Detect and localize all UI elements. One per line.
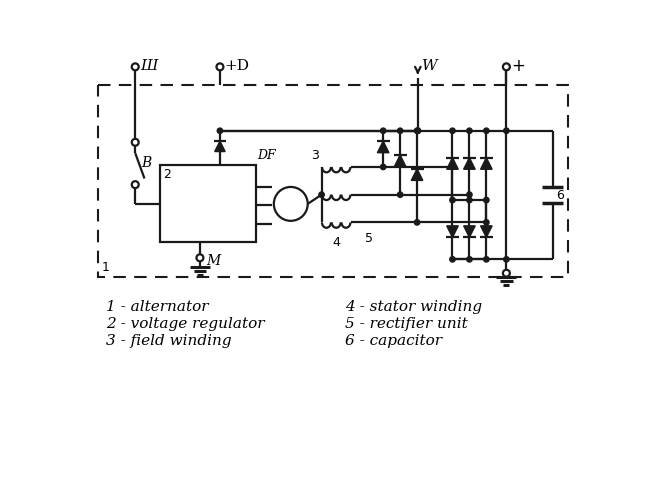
Circle shape [503, 63, 510, 70]
Circle shape [484, 220, 489, 225]
Text: 6: 6 [556, 189, 564, 202]
Text: 1 - alternator: 1 - alternator [106, 300, 209, 314]
Circle shape [467, 257, 472, 262]
Text: +D: +D [224, 59, 250, 73]
Text: 5: 5 [365, 232, 373, 245]
Text: 6 - capacitor: 6 - capacitor [344, 334, 442, 348]
Polygon shape [447, 158, 458, 169]
Text: 4 - stator winding: 4 - stator winding [344, 300, 482, 314]
Text: 3 - field winding: 3 - field winding [106, 334, 231, 348]
Text: M: M [206, 254, 220, 268]
Polygon shape [378, 141, 389, 153]
Circle shape [397, 192, 403, 197]
Circle shape [484, 197, 489, 203]
Polygon shape [463, 158, 475, 169]
Polygon shape [480, 158, 492, 169]
Text: 1: 1 [101, 261, 109, 274]
Circle shape [217, 128, 223, 133]
Circle shape [467, 197, 472, 203]
Circle shape [414, 220, 420, 225]
Text: B: B [142, 156, 151, 170]
Text: 5 - rectifier unit: 5 - rectifier unit [344, 317, 467, 331]
Polygon shape [480, 226, 492, 238]
Circle shape [504, 257, 509, 262]
Polygon shape [411, 169, 423, 180]
Circle shape [450, 128, 455, 133]
Circle shape [450, 164, 455, 169]
FancyBboxPatch shape [160, 166, 256, 242]
Circle shape [274, 187, 307, 221]
Circle shape [132, 181, 138, 188]
Polygon shape [214, 141, 225, 152]
Circle shape [450, 257, 455, 262]
Circle shape [319, 192, 324, 197]
Circle shape [380, 164, 386, 169]
Circle shape [415, 128, 421, 133]
Circle shape [504, 128, 509, 133]
Text: +: + [511, 57, 525, 75]
Text: 2 - voltage regulator: 2 - voltage regulator [106, 317, 265, 331]
Circle shape [467, 128, 472, 133]
Circle shape [196, 254, 203, 261]
Circle shape [397, 128, 403, 133]
Circle shape [484, 257, 489, 262]
Text: Ш: Ш [140, 59, 157, 73]
Circle shape [450, 197, 455, 203]
Text: DF: DF [257, 148, 276, 162]
Text: 3: 3 [311, 148, 318, 162]
Polygon shape [463, 226, 475, 238]
Polygon shape [447, 226, 458, 238]
Circle shape [132, 139, 138, 146]
Text: 4: 4 [332, 236, 340, 249]
Circle shape [132, 63, 138, 70]
Circle shape [380, 128, 386, 133]
Circle shape [484, 128, 489, 133]
Circle shape [503, 270, 510, 276]
Circle shape [467, 192, 472, 197]
Circle shape [415, 128, 421, 133]
Circle shape [414, 128, 420, 133]
Text: 2: 2 [163, 168, 171, 181]
Polygon shape [395, 155, 406, 167]
Text: W: W [422, 59, 438, 73]
Circle shape [216, 63, 224, 70]
